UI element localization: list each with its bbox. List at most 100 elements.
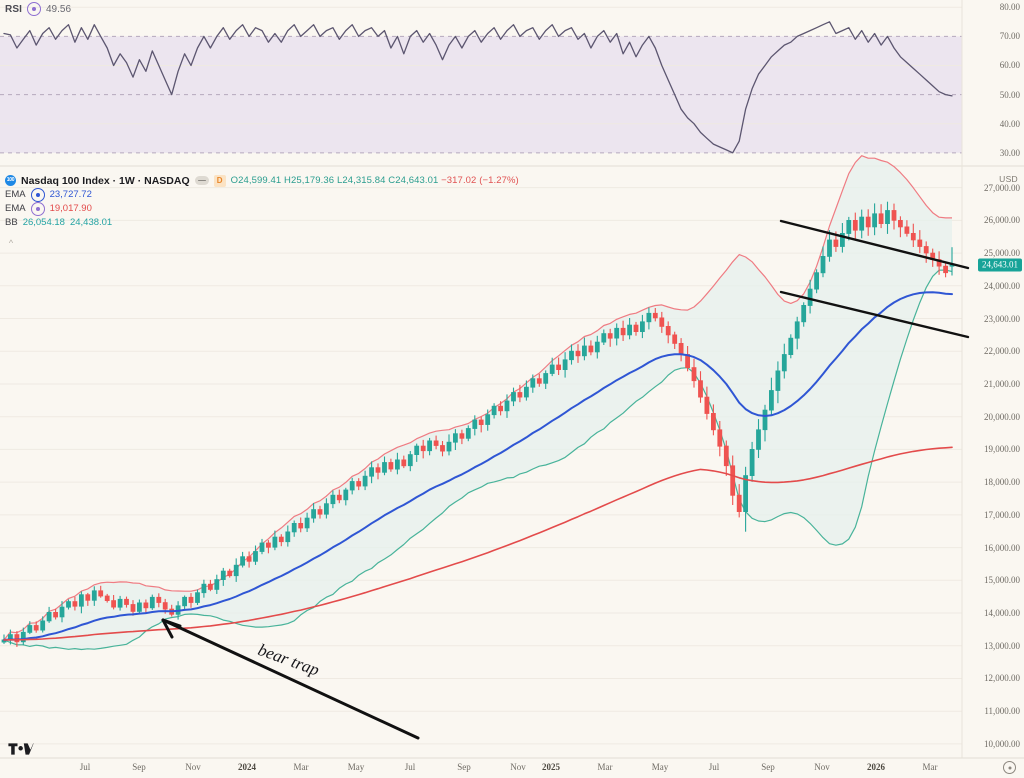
rsi-legend[interactable]: RSI 49.56 xyxy=(5,2,71,16)
candle xyxy=(53,608,58,620)
candle xyxy=(207,579,213,592)
candle xyxy=(336,489,342,504)
time-axis-label: Mar xyxy=(597,762,613,772)
time-axis-label: Sep xyxy=(761,762,775,772)
candle xyxy=(33,621,39,633)
candle xyxy=(375,463,381,480)
candle xyxy=(749,441,755,482)
high-label: H xyxy=(284,175,292,186)
candle xyxy=(556,357,561,375)
time-axis-label: May xyxy=(347,762,365,772)
candle xyxy=(943,262,948,278)
time-axis-label: Jul xyxy=(404,762,416,772)
candle xyxy=(794,316,800,350)
settings-icon[interactable] xyxy=(26,2,41,16)
candle xyxy=(917,230,923,254)
close-label: C xyxy=(388,175,396,186)
price-axis-label: 21,000.00 xyxy=(984,378,1020,389)
candle xyxy=(756,419,761,458)
candle xyxy=(723,440,729,476)
candle xyxy=(420,439,426,459)
candle xyxy=(369,461,375,484)
ema-fast-legend-row[interactable]: EMA 23,727.72 xyxy=(5,187,519,202)
candle xyxy=(904,220,910,237)
price-axis-label: 11,000.00 xyxy=(984,706,1020,717)
main-chart-legend[interactable]: 100 Nasdaq 100 Index · 1W · NASDAQ D O24… xyxy=(5,174,519,230)
chevron-up-icon[interactable]: ^ xyxy=(8,238,14,248)
candle xyxy=(633,321,639,336)
time-axis-label: Jul xyxy=(708,762,720,772)
candle xyxy=(801,302,807,327)
symbol-title[interactable]: Nasdaq 100 Index · 1W · NASDAQ xyxy=(21,174,190,187)
price-axis[interactable]: 27,000.00 26,000.00 25,000.00 24,000.00 23,0… xyxy=(962,0,1024,760)
candle xyxy=(195,589,200,605)
candle xyxy=(356,478,362,491)
candle xyxy=(562,352,568,378)
candle xyxy=(104,593,110,603)
open-value: 24,599.41 xyxy=(238,175,282,186)
rsi-label: RSI xyxy=(5,3,22,15)
candle xyxy=(85,592,91,606)
candle xyxy=(130,600,136,616)
candle xyxy=(846,216,852,241)
time-axis-label: Sep xyxy=(132,762,146,772)
candle xyxy=(394,452,400,475)
price-axis-label: 23,000.00 xyxy=(984,313,1020,324)
price-axis-label: 13,000.00 xyxy=(984,640,1020,651)
candle xyxy=(349,477,355,495)
hide-icon[interactable] xyxy=(194,176,209,185)
nasdaq-icon: 100 xyxy=(5,175,16,186)
time-axis-label: 2025 xyxy=(542,762,560,772)
candle xyxy=(117,595,123,611)
ema-slow-value: 19,017.90 xyxy=(49,203,92,214)
ema-fast-label: EMA xyxy=(5,189,26,200)
candle xyxy=(459,429,465,445)
candle xyxy=(182,595,188,611)
candle xyxy=(524,380,529,401)
rsi-axis-label: 30.00 xyxy=(999,147,1020,158)
time-axis[interactable]: Jul Sep Nov 2024 Mar May Jul Sep Nov 2025 Mar May Ju… xyxy=(0,758,1024,778)
candle xyxy=(407,451,413,472)
candle xyxy=(446,434,452,456)
candle xyxy=(91,586,97,606)
bear-trap-arrow[interactable] xyxy=(161,618,420,740)
ema-slow-legend-row[interactable]: EMA 19,017.90 xyxy=(5,201,519,216)
currency-badge[interactable]: USD xyxy=(999,174,1018,184)
rsi-axis-label: 70.00 xyxy=(999,31,1020,42)
symbol-legend-row[interactable]: 100 Nasdaq 100 Index · 1W · NASDAQ D O24… xyxy=(5,174,519,187)
low-value: 24,315.84 xyxy=(342,175,386,186)
lower-support[interactable] xyxy=(779,290,970,339)
settings-icon[interactable] xyxy=(30,201,45,216)
gear-icon[interactable] xyxy=(1003,761,1016,774)
price-axis-label: 26,000.00 xyxy=(984,215,1020,226)
candle xyxy=(781,343,787,379)
candle xyxy=(59,601,65,623)
candle xyxy=(588,340,594,356)
candle xyxy=(872,203,877,236)
candle xyxy=(253,545,258,565)
candle xyxy=(859,209,865,239)
time-axis-label: Nov xyxy=(510,762,526,772)
price-axis-label: 15,000.00 xyxy=(984,575,1020,586)
candle xyxy=(769,377,774,416)
candle xyxy=(627,318,632,340)
candle xyxy=(291,520,297,537)
candle xyxy=(659,311,665,333)
source-badge[interactable]: D xyxy=(213,174,226,187)
candle xyxy=(536,373,542,387)
price-axis-label: 25,000.00 xyxy=(984,248,1020,259)
candle xyxy=(504,394,510,418)
candle xyxy=(549,357,555,377)
price-axis-label: 18,000.00 xyxy=(984,477,1020,488)
current-price-badge[interactable]: 24,643.01 xyxy=(978,258,1022,272)
upper-resistance[interactable] xyxy=(779,219,970,270)
candle xyxy=(433,435,439,450)
candle xyxy=(440,441,445,457)
open-label: O xyxy=(230,175,239,186)
settings-icon[interactable] xyxy=(30,187,45,202)
tradingview-logo[interactable] xyxy=(8,742,34,756)
bb-legend-row[interactable]: BB 26,054.18 24,438.01 xyxy=(5,216,519,229)
candle xyxy=(478,416,484,433)
